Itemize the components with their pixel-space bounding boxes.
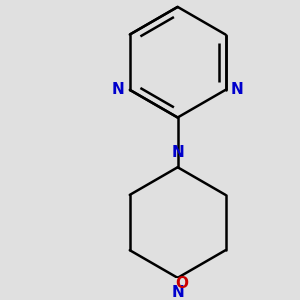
Text: N: N [231,82,244,98]
Text: N: N [112,82,124,98]
Text: O: O [175,276,188,291]
Text: N: N [171,285,184,300]
Text: N: N [171,145,184,160]
